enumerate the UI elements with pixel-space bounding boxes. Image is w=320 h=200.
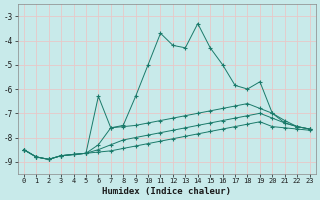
X-axis label: Humidex (Indice chaleur): Humidex (Indice chaleur) bbox=[102, 187, 231, 196]
